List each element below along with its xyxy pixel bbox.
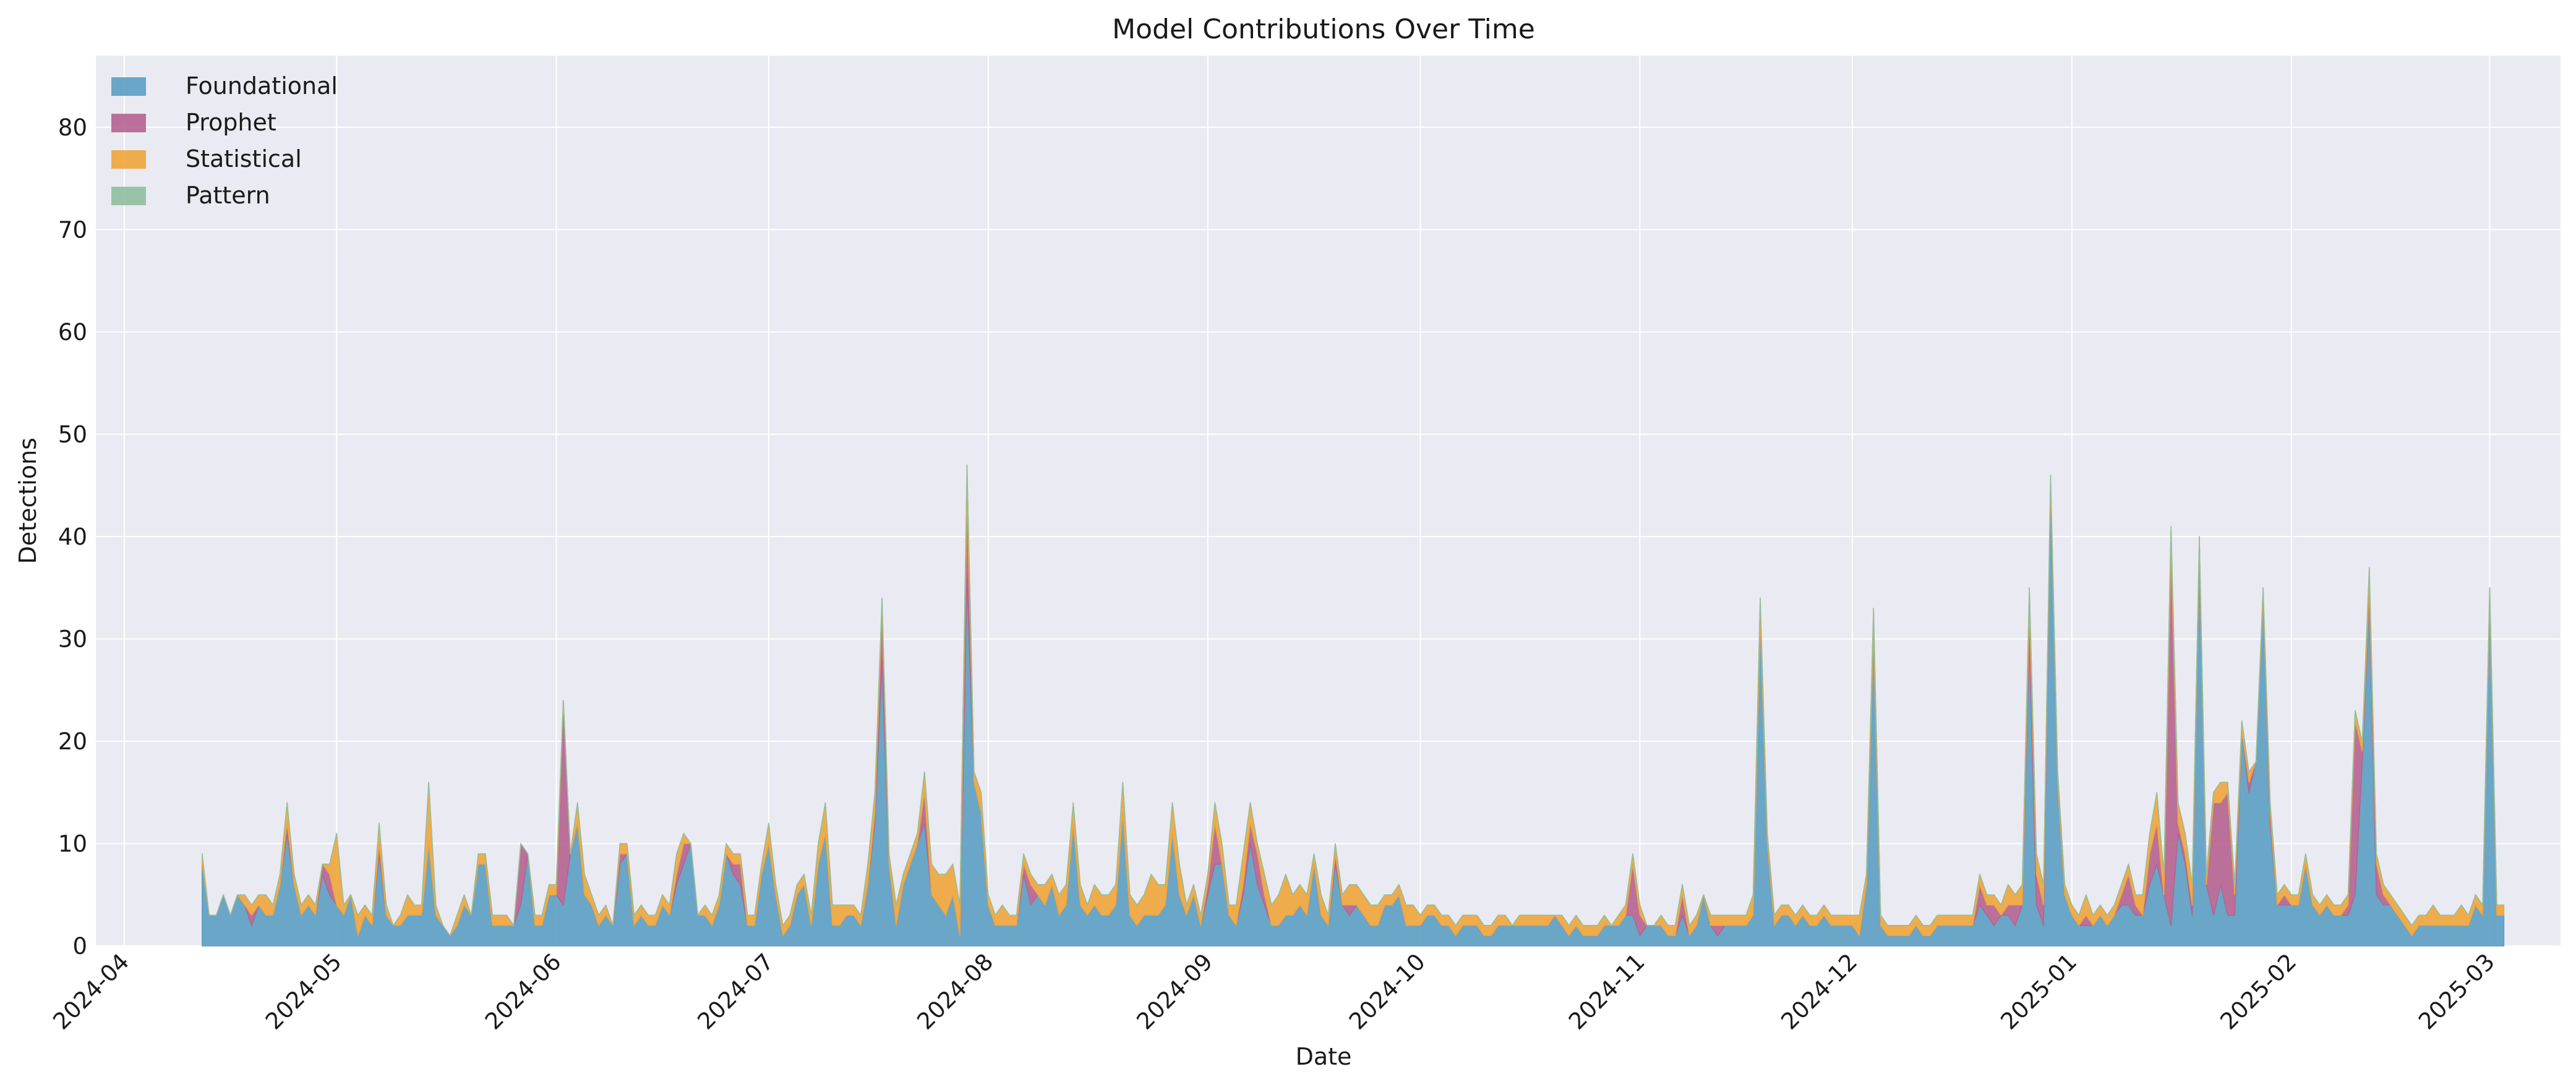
series-areas (202, 464, 2505, 947)
y-tick-label: 80 (58, 114, 87, 141)
y-tick-label: 50 (58, 421, 87, 448)
x-axis-label: Date (1296, 1043, 1352, 1070)
statistical-legend-label: Statistical (186, 145, 302, 172)
y-tick-label: 10 (58, 830, 87, 857)
legend: Foundational Prophet Statistical Pattern (111, 72, 338, 209)
foundational-legend-label: Foundational (186, 72, 338, 100)
pattern-legend-swatch (111, 187, 146, 205)
y-tick-label: 40 (58, 524, 87, 550)
y-tick-label: 30 (58, 626, 87, 652)
statistical-legend-swatch (111, 150, 146, 169)
plot-background (96, 56, 2561, 946)
grid-lines (96, 56, 2561, 947)
prophet-legend-label: Prophet (186, 109, 276, 136)
prophet-legend-swatch (111, 114, 146, 132)
y-axis-ticks: 0 10 20 30 40 50 60 70 80 (58, 114, 87, 960)
pattern-area (202, 464, 2505, 937)
chart-title: Model Contributions Over Time (1112, 14, 1535, 45)
y-tick-label: 70 (58, 216, 87, 243)
pattern-legend-label: Pattern (186, 182, 270, 209)
foundational-legend-swatch (111, 77, 146, 96)
y-tick-label: 60 (58, 319, 87, 346)
y-tick-label: 20 (58, 728, 87, 755)
y-tick-label: 0 (72, 933, 87, 960)
y-axis-label: Detections (14, 438, 41, 564)
